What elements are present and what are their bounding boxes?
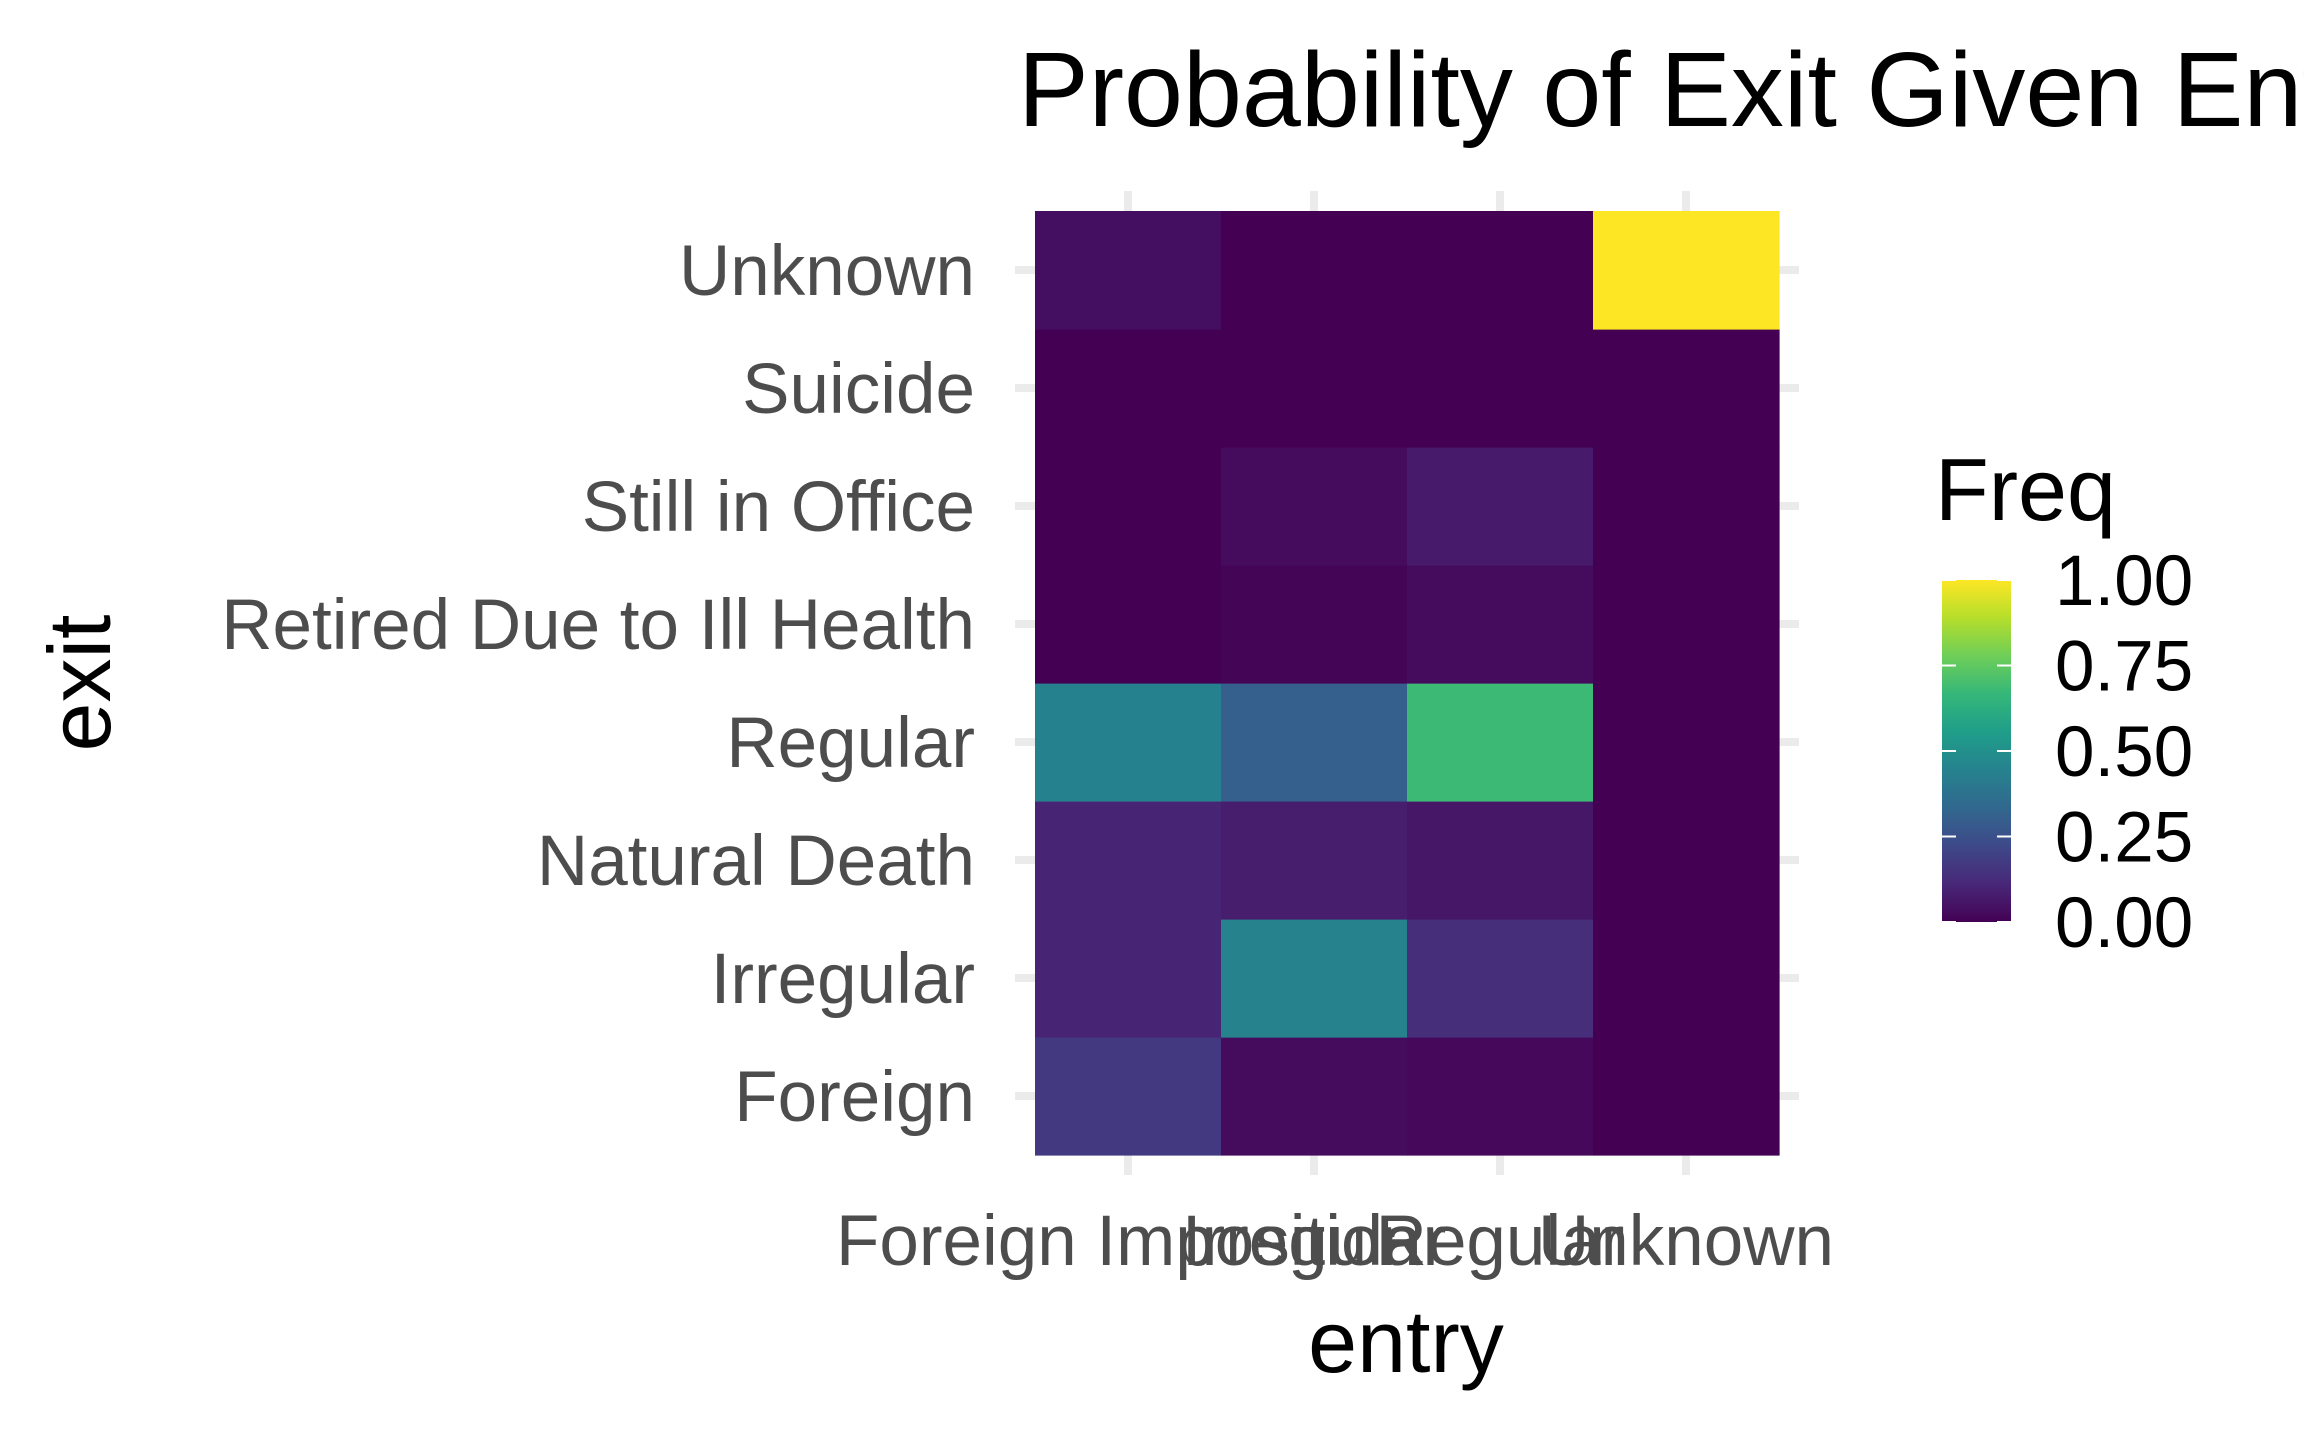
heatmap-cell xyxy=(1407,329,1594,448)
heatmap-cell xyxy=(1593,211,1780,330)
heatmap-cell xyxy=(1035,211,1222,330)
legend-tick-label: 0.25 xyxy=(2055,799,2193,878)
heatmap-cell xyxy=(1035,565,1222,684)
heatmap-cell xyxy=(1407,211,1594,330)
legend-ticks: 0.000.250.500.751.00 xyxy=(1942,542,2193,963)
y-tick-label: Retired Due to Ill Health xyxy=(221,586,975,665)
heatmap-cell xyxy=(1035,683,1222,802)
y-tick-label: Still in Office xyxy=(582,468,975,547)
x-tick-labels: Foreign ImpositionIrregularRegularUnknow… xyxy=(836,1202,1834,1281)
x-tick-label: Unknown xyxy=(1538,1202,1834,1281)
heatmap-cell xyxy=(1407,565,1594,684)
y-tick-label: Unknown xyxy=(679,232,975,311)
y-tick-label: Suicide xyxy=(742,350,975,429)
heatmap-cell xyxy=(1035,1037,1222,1156)
x-axis-title: entry xyxy=(1308,1292,1504,1391)
legend-tick-label: 0.50 xyxy=(2055,713,2193,792)
heatmap-cell xyxy=(1221,211,1408,330)
heatmap-cell xyxy=(1221,447,1408,566)
heatmap-cells xyxy=(1035,211,1780,1156)
heatmap-cell xyxy=(1593,565,1780,684)
y-tick-label: Natural Death xyxy=(537,822,975,901)
legend-tick-label: 1.00 xyxy=(2055,542,2193,621)
heatmap-cell xyxy=(1407,919,1594,1038)
y-tick-label: Irregular xyxy=(711,940,975,1019)
heatmap-cell xyxy=(1221,683,1408,802)
legend-tick-label: 0.00 xyxy=(2055,884,2193,963)
heatmap-cell xyxy=(1593,683,1780,802)
heatmap-cell xyxy=(1407,801,1594,920)
legend-tick-label: 0.75 xyxy=(2055,628,2193,707)
heatmap-cell xyxy=(1407,683,1594,802)
heatmap-cell xyxy=(1035,919,1222,1038)
y-tick-label: Regular xyxy=(726,704,975,783)
heatmap-cell xyxy=(1221,1037,1408,1156)
heatmap-cell xyxy=(1035,801,1222,920)
x-tick-label: Irregular xyxy=(1182,1202,1446,1281)
heatmap-cell xyxy=(1221,801,1408,920)
heatmap-cell xyxy=(1407,447,1594,566)
heatmap-cell xyxy=(1035,447,1222,566)
heatmap-cell xyxy=(1593,329,1780,448)
heatmap-cell xyxy=(1593,1037,1780,1156)
y-tick-label: Foreign xyxy=(734,1058,975,1137)
heatmap-cell xyxy=(1035,329,1222,448)
heatmap-cell xyxy=(1407,1037,1594,1156)
color-legend: Freq 0.000.250.500.751.00 xyxy=(1935,440,2193,963)
heatmap-cell xyxy=(1593,801,1780,920)
y-axis-title: exit xyxy=(30,615,129,752)
heatmap-cell xyxy=(1221,329,1408,448)
y-tick-labels: Foreign Irregular Natural Death Regular Reti… xyxy=(221,232,975,1137)
x-tick-label: Regular xyxy=(1376,1202,1625,1281)
heatmap-cell xyxy=(1221,565,1408,684)
x-tick-label: Foreign Imposition xyxy=(836,1202,1420,1281)
chart-title: Probability of Exit Given Entry xyxy=(1018,31,2304,149)
heatmap-cell xyxy=(1221,919,1408,1038)
heatmap-cell xyxy=(1593,919,1780,1038)
heatmap-cell xyxy=(1593,447,1780,566)
legend-title: Freq xyxy=(1935,440,2116,539)
